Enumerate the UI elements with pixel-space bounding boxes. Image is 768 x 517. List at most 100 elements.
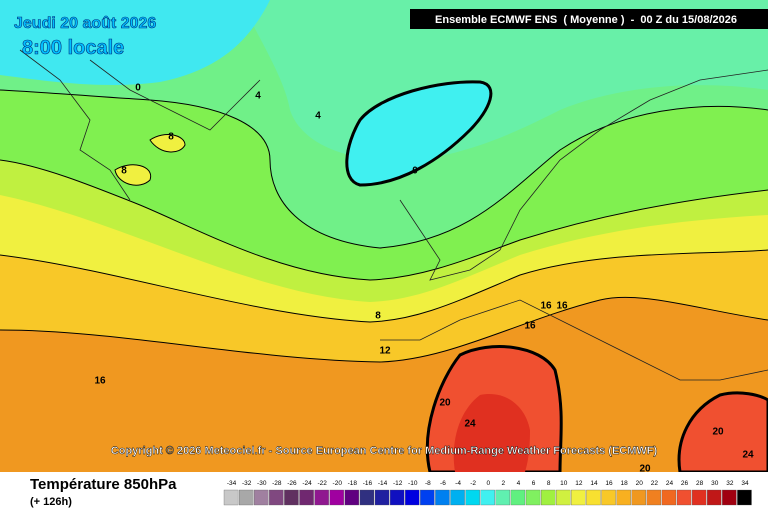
warm-spot bbox=[114, 164, 152, 186]
footer-lead: (+ 126h) bbox=[30, 496, 72, 508]
contour-label: 0 bbox=[135, 83, 141, 94]
legend-label: -12 bbox=[393, 480, 403, 487]
legend-swatch bbox=[495, 489, 511, 506]
coastline bbox=[380, 299, 768, 381]
legend-swatch bbox=[661, 489, 677, 506]
map-date: Jeudi 20 août 2026 bbox=[14, 15, 156, 32]
footer-title: Température 850hPa bbox=[30, 476, 177, 493]
contour-label: 0 bbox=[412, 166, 418, 177]
legend-label: -22 bbox=[317, 480, 327, 487]
legend-label: -24 bbox=[302, 480, 312, 487]
legend-swatch bbox=[314, 489, 329, 506]
legend-swatch bbox=[737, 489, 752, 506]
legend-label: 6 bbox=[532, 480, 536, 487]
legend-swatch bbox=[646, 489, 662, 506]
legend-label: 14 bbox=[590, 480, 598, 487]
legend-label: 22 bbox=[651, 480, 659, 487]
legend-label: 4 bbox=[517, 480, 521, 487]
model-box bbox=[410, 9, 768, 29]
contour-label: 12 bbox=[379, 346, 391, 357]
legend-swatch bbox=[525, 489, 541, 506]
legend-swatch bbox=[435, 489, 450, 506]
legend-label: 2 bbox=[502, 480, 506, 487]
copyright: Copyright © 2026 Meteociel.fr - Source E… bbox=[111, 445, 658, 457]
contour bbox=[0, 249, 768, 323]
legend-label: 28 bbox=[696, 480, 704, 487]
coastlines bbox=[19, 49, 768, 381]
legend-swatch bbox=[631, 489, 646, 506]
contour-label: 20 bbox=[712, 427, 724, 438]
legend-label: -26 bbox=[287, 480, 297, 487]
legend-swatch bbox=[420, 489, 435, 506]
legend-label: 10 bbox=[560, 480, 568, 487]
legend-swatch bbox=[284, 489, 299, 506]
contour-labels: 0 4 4 8 8 0 8 12 16 16 16 16 20 24 20 24 20 bbox=[94, 83, 754, 475]
legend-swatch bbox=[465, 489, 480, 506]
legend-swatch bbox=[510, 489, 526, 506]
legend-label: -4 bbox=[455, 480, 461, 487]
legend-label: -10 bbox=[408, 480, 418, 487]
contour-label: 8 bbox=[121, 166, 127, 177]
contour-label: 8 bbox=[375, 311, 381, 322]
legend-label: 0 bbox=[486, 480, 490, 487]
legend-swatch bbox=[374, 489, 390, 506]
legend-swatch bbox=[691, 489, 707, 506]
coastline bbox=[399, 69, 768, 281]
legend-swatch bbox=[571, 489, 586, 506]
legend-swatch bbox=[359, 489, 375, 506]
legend-swatch bbox=[405, 489, 420, 506]
legend-swatch bbox=[389, 489, 405, 506]
legend-label: 24 bbox=[666, 480, 674, 487]
legend-label: -20 bbox=[333, 480, 343, 487]
legend-label: 20 bbox=[636, 480, 644, 487]
contour-label: 24 bbox=[742, 450, 754, 461]
legend-label: 30 bbox=[711, 480, 719, 487]
legend-label: 12 bbox=[575, 480, 583, 487]
contour-label: 4 bbox=[315, 111, 321, 122]
legend-swatch bbox=[676, 489, 692, 506]
legend-swatch bbox=[540, 489, 556, 506]
contour-label: 16 bbox=[540, 301, 552, 312]
legend-label: 16 bbox=[605, 480, 613, 487]
legend-swatch bbox=[707, 489, 722, 506]
legend-label: -6 bbox=[440, 480, 446, 487]
contour-label: 4 bbox=[255, 91, 261, 102]
legend-label: -18 bbox=[348, 480, 358, 487]
legend-swatch bbox=[344, 489, 360, 506]
legend-swatch bbox=[269, 489, 284, 506]
coastline bbox=[19, 49, 261, 201]
legend-swatch bbox=[223, 489, 239, 506]
cold-area bbox=[345, 80, 493, 187]
contour-label: 24 bbox=[464, 419, 476, 430]
map-time: 8:00 locale bbox=[22, 37, 124, 59]
legend-label: -16 bbox=[363, 480, 373, 487]
legend: -34 -32 -30 -28 -26 -24 -22 -20 -18 -16 -14 -12 -10-… bbox=[223, 480, 752, 506]
legend-label: 34 bbox=[741, 480, 749, 487]
legend-label: -32 bbox=[242, 480, 252, 487]
legend-label: -30 bbox=[257, 480, 267, 487]
model-info: Ensemble ECMWF ENS ( Moyenne ) - 00 Z du… bbox=[435, 14, 737, 26]
contour-label: 20 bbox=[439, 398, 451, 409]
legend-swatch bbox=[238, 489, 254, 506]
legend-swatch bbox=[299, 489, 314, 506]
legend-swatch bbox=[329, 489, 344, 506]
legend-label: 32 bbox=[726, 480, 734, 487]
legend-swatch bbox=[586, 489, 601, 506]
legend-swatch bbox=[616, 489, 631, 506]
contour bbox=[0, 159, 768, 281]
contour bbox=[0, 296, 768, 363]
legend-swatch bbox=[254, 489, 269, 506]
legend-label: -2 bbox=[470, 480, 476, 487]
contours bbox=[0, 89, 768, 363]
cold-area bbox=[0, 0, 270, 85]
legend-label: -8 bbox=[425, 480, 431, 487]
contour-label: 8 bbox=[168, 132, 174, 143]
warm-area bbox=[453, 394, 530, 472]
legend-label: -28 bbox=[272, 480, 282, 487]
warm-spot bbox=[149, 134, 186, 153]
legend-label: 18 bbox=[621, 480, 629, 487]
contour bbox=[0, 89, 768, 249]
legend-swatch bbox=[450, 489, 465, 506]
warm-area bbox=[677, 391, 768, 474]
